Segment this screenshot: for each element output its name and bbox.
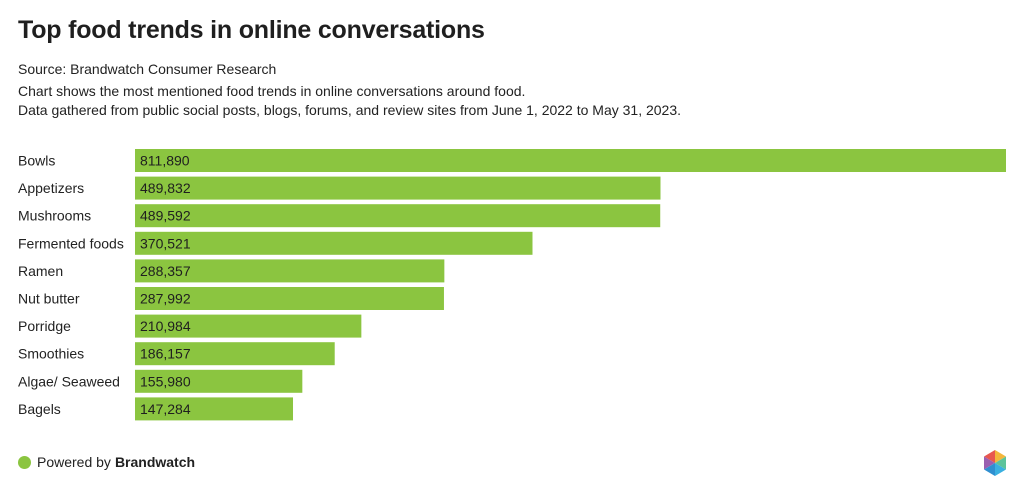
category-label: Algae/ Seaweed: [18, 373, 120, 389]
bar-value-label: 489,832: [140, 180, 191, 196]
category-label: Bagels: [18, 401, 61, 417]
bar[interactable]: [135, 397, 294, 421]
brandwatch-hexagon-icon[interactable]: [982, 449, 1008, 477]
chart-title: Top food trends in online conversations: [18, 16, 485, 44]
green-dot-icon: [18, 455, 31, 469]
chart-description-line-2: Data gathered from public social posts, …: [18, 102, 682, 118]
bar[interactable]: [135, 342, 335, 366]
bar-value-label: 155,980: [140, 373, 191, 389]
category-label: Porridge: [18, 318, 71, 334]
brand-name[interactable]: Brandwatch: [114, 454, 196, 470]
bar[interactable]: [135, 204, 661, 228]
bar-value-label: 210,984: [140, 318, 191, 334]
powered-by-label: Powered by: [37, 454, 111, 470]
category-label: Mushrooms: [18, 208, 91, 224]
bar[interactable]: [135, 314, 362, 338]
bar[interactable]: [135, 369, 303, 393]
chart-description-line-1: Chart shows the most mentioned food tren…: [18, 83, 526, 99]
footer: Powered by Brandwatch: [18, 454, 195, 470]
bar[interactable]: [135, 149, 1006, 172]
category-label: Smoothies: [18, 346, 84, 362]
bar-value-label: 186,157: [140, 346, 191, 362]
bar-value-label: 147,284: [140, 401, 191, 417]
bar-value-label: 288,357: [140, 263, 191, 279]
category-label: Bowls: [18, 153, 55, 169]
bar[interactable]: [135, 287, 444, 310]
bar-value-label: 287,992: [140, 291, 191, 307]
bar-value-label: 370,521: [140, 235, 191, 251]
chart-source: Source: Brandwatch Consumer Research: [18, 61, 277, 77]
bar-value-label: 489,592: [140, 208, 191, 224]
bar[interactable]: [135, 176, 661, 200]
category-label: Appetizers: [18, 180, 84, 196]
category-label: Nut butter: [18, 291, 80, 307]
bar-chart: Bowls 811,890 Appetizers 489,832 Mushrooms 48…: [18, 149, 1006, 421]
category-label: Fermented foods: [18, 235, 124, 251]
bar-value-label: 811,890: [140, 153, 190, 169]
bar[interactable]: [135, 259, 445, 283]
category-label: Ramen: [18, 263, 63, 279]
bar[interactable]: [135, 231, 533, 255]
